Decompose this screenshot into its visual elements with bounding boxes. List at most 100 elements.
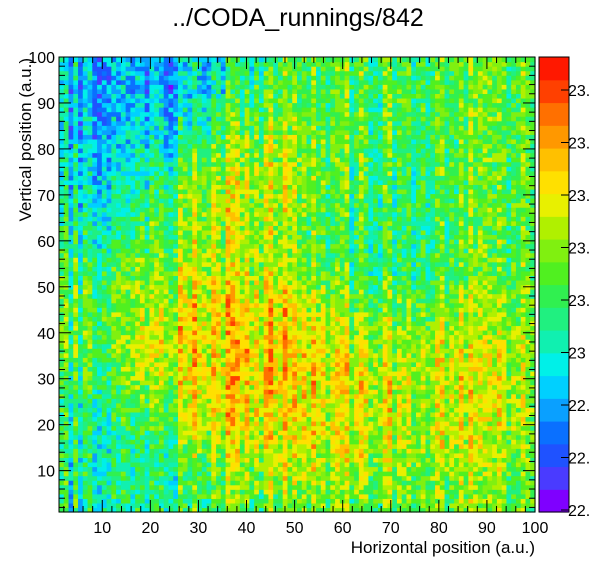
heatmap-cell: [149, 316, 155, 322]
heatmap-cell: [273, 270, 279, 276]
heatmap-cell: [178, 307, 184, 313]
heatmap-cell: [149, 275, 155, 281]
heatmap-cell: [63, 220, 70, 226]
heatmap-cell: [163, 461, 170, 468]
heatmap-cell: [73, 70, 79, 76]
heatmap-cell: [263, 93, 270, 99]
heatmap-cell: [244, 111, 250, 117]
heatmap-cell: [73, 443, 79, 449]
heatmap-cell: [101, 375, 108, 381]
heatmap-cell: [135, 289, 141, 295]
heatmap-cell: [59, 120, 65, 126]
heatmap-cell: [154, 284, 160, 290]
heatmap-cell: [68, 229, 74, 236]
heatmap-cell: [230, 316, 236, 322]
heatmap-cell: [73, 279, 79, 286]
heatmap-cell: [235, 211, 241, 217]
heatmap-cell: [149, 148, 155, 154]
heatmap-cell: [182, 225, 189, 231]
heatmap-cell: [282, 484, 289, 490]
heatmap-cell: [168, 129, 174, 135]
heatmap-cell: [97, 239, 103, 245]
heatmap-cell: [68, 225, 74, 231]
heatmap-cell: [68, 75, 74, 81]
heatmap-cell: [230, 502, 236, 509]
heatmap-cell: [197, 234, 203, 240]
heatmap-cell: [158, 484, 165, 490]
heatmap-cell: [273, 439, 279, 445]
heatmap-cell: [139, 480, 146, 486]
heatmap-cell: [206, 120, 212, 126]
heatmap-cell: [249, 348, 255, 354]
heatmap-cell: [87, 339, 93, 345]
heatmap-cell: [158, 211, 165, 217]
heatmap-cell: [120, 120, 127, 126]
heatmap-cell: [220, 343, 227, 349]
heatmap-cell: [220, 421, 227, 427]
heatmap-cell: [244, 179, 250, 185]
heatmap-cell: [139, 257, 146, 263]
heatmap-cell: [263, 266, 270, 272]
heatmap-cell: [216, 148, 222, 154]
heatmap-cell: [135, 161, 141, 167]
heatmap-cell: [258, 452, 265, 458]
heatmap-cell: [130, 157, 136, 163]
heatmap-cell: [216, 184, 222, 190]
heatmap-cell: [139, 407, 146, 413]
heatmap-cell: [211, 152, 217, 158]
heatmap-cell: [206, 179, 212, 185]
heatmap-cell: [254, 302, 260, 308]
heatmap-cell: [116, 430, 122, 436]
heatmap-cell: [101, 239, 108, 245]
heatmap-cell: [68, 334, 74, 340]
heatmap-cell: [273, 330, 279, 336]
heatmap-cell: [254, 352, 260, 358]
heatmap-cell: [292, 320, 298, 327]
heatmap-cell: [239, 298, 246, 304]
heatmap-cell: [87, 316, 93, 322]
heatmap-cell: [144, 275, 151, 281]
heatmap-cell: [73, 380, 79, 386]
heatmap-cell: [249, 116, 255, 122]
heatmap-cell: [173, 234, 179, 240]
heatmap-cell: [225, 129, 231, 135]
heatmap-cell: [268, 452, 274, 458]
heatmap-cell: [239, 229, 246, 236]
heatmap-cell: [230, 421, 236, 427]
heatmap-cell: [201, 302, 208, 308]
heatmap-cell: [206, 471, 212, 477]
heatmap-cell: [206, 289, 212, 295]
heatmap-cell: [78, 193, 84, 199]
heatmap-cell: [63, 498, 70, 504]
heatmap-cell: [78, 61, 84, 67]
heatmap-cell: [116, 493, 122, 499]
heatmap-cell: [182, 439, 189, 445]
heatmap-cell: [216, 257, 222, 263]
heatmap-cell: [230, 93, 236, 99]
heatmap-cell: [182, 125, 189, 131]
heatmap-cell: [158, 166, 165, 172]
heatmap-cell: [239, 384, 246, 390]
heatmap-cell: [78, 416, 84, 422]
heatmap-cell: [59, 84, 65, 90]
heatmap-cell: [244, 498, 250, 504]
heatmap-cell: [87, 152, 93, 158]
heatmap-cell: [225, 116, 231, 122]
heatmap-cell: [244, 239, 250, 245]
heatmap-cell: [111, 70, 117, 76]
heatmap-cell: [287, 211, 293, 217]
heatmap-cell: [239, 311, 246, 317]
heatmap-cell: [216, 129, 222, 135]
heatmap-cell: [287, 152, 293, 158]
heatmap-cell: [135, 452, 141, 458]
heatmap-cell: [63, 311, 70, 317]
heatmap-cell: [120, 289, 127, 295]
heatmap-cell: [59, 166, 65, 172]
heatmap-cell: [82, 102, 89, 108]
heatmap-cell: [59, 484, 65, 490]
heatmap-cell: [116, 202, 122, 208]
heatmap-cell: [73, 161, 79, 167]
heatmap-cell: [263, 289, 270, 295]
heatmap-cell: [78, 443, 84, 449]
heatmap-cell: [201, 275, 208, 281]
